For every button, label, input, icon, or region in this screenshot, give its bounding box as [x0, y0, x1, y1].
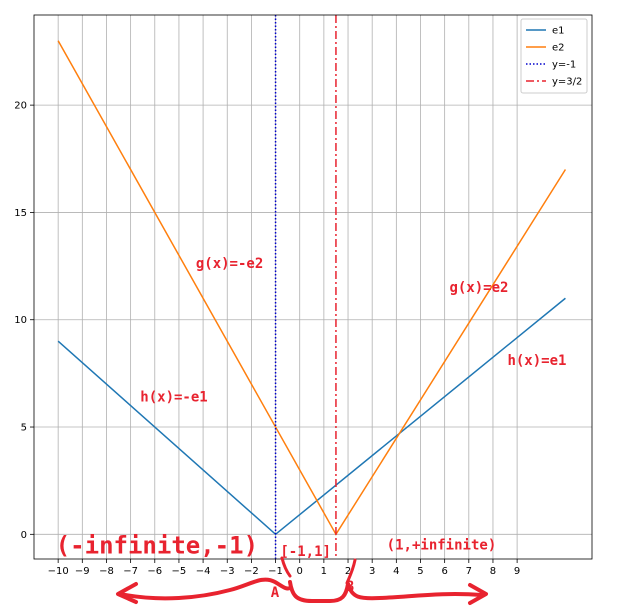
grid	[34, 15, 592, 559]
left-arrow-stroke	[118, 577, 292, 601]
x-tick-label: −10	[48, 566, 69, 577]
plot-lines	[57, 15, 567, 559]
brace-right	[345, 558, 357, 585]
brace-left	[280, 556, 292, 578]
x-tick-label: −9	[75, 566, 90, 577]
x-tick-label: 6	[441, 566, 447, 577]
x-tick-label: −4	[196, 566, 211, 577]
annotation-label: (-infinite,-1)	[56, 532, 258, 560]
right-arrow-stroke	[346, 582, 484, 601]
y-tick-label: 10	[14, 315, 27, 326]
y-tick-label: 0	[21, 530, 27, 541]
x-tick-label: 3	[369, 566, 375, 577]
annotation-label: h(x)=-e1	[140, 389, 207, 405]
x-tick-label: −1	[268, 566, 283, 577]
left-arrow-head	[116, 582, 138, 604]
x-tick-label: 2	[345, 566, 351, 577]
right-arrow-head	[468, 583, 488, 605]
y-tick-label: 20	[14, 101, 27, 112]
x-tick-label: −7	[123, 566, 138, 577]
annotations: g(x)=-e2 g(x)=e2 h(x)=-e1 h(x)=e1 (-infinite…	[56, 256, 567, 601]
middle-bracket-stroke	[288, 580, 350, 603]
x-tick-label: 4	[393, 566, 399, 577]
x-tick-label: 7	[466, 566, 472, 577]
x-tick-label: 1	[321, 566, 327, 577]
hand-drawn-arrows	[116, 556, 488, 605]
annotation-label: [-1,1]	[280, 544, 331, 560]
x-tick-label: −2	[244, 566, 259, 577]
annotation-label: g(x)=-e2	[196, 256, 263, 272]
x-tick-label: 9	[514, 566, 520, 577]
legend-label-y=-1: y=-1	[552, 60, 576, 71]
legend-label-e1: e1	[552, 26, 565, 37]
annotation-label: g(x)=e2	[449, 280, 508, 296]
y-tick-label: 15	[14, 208, 27, 219]
legend-box	[520, 18, 588, 94]
y-tick-label: 5	[21, 423, 27, 434]
annotation-label: h(x)=e1	[507, 353, 566, 369]
plot-frame	[33, 14, 593, 560]
legend-label-e2: e2	[552, 43, 565, 54]
x-tick-label: −3	[220, 566, 235, 577]
x-tick-label: 0	[297, 566, 303, 577]
series-line-e1	[57, 297, 566, 536]
point-label-A: A	[271, 585, 280, 601]
x-tick-label: −8	[99, 566, 114, 577]
legend: e1 e2 y=-1 y=3/2	[520, 18, 588, 94]
x-tick-label: 5	[417, 566, 423, 577]
x-tick-label: −5	[172, 566, 187, 577]
annotation-label: (1,+infinite)	[387, 537, 497, 553]
x-tick-label: −6	[147, 566, 162, 577]
legend-label-y=3/2: y=3/2	[552, 77, 582, 88]
x-tick-label: 8	[490, 566, 496, 577]
